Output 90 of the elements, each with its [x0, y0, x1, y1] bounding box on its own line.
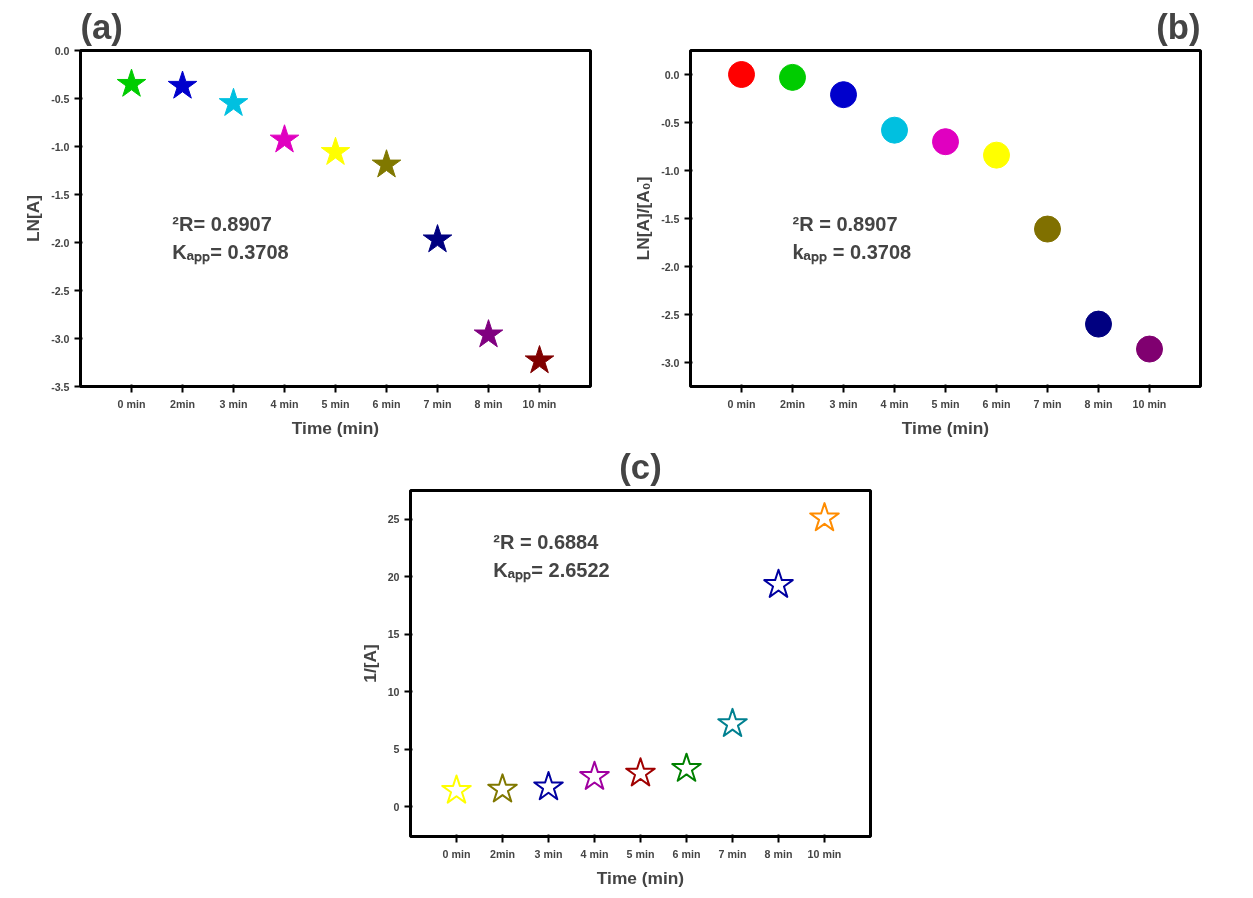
x-tick-label: 6 min [672, 847, 701, 860]
x-tick-label: 4 min [880, 397, 909, 410]
y-tick-label: 15 [387, 628, 400, 641]
x-tick-label: 6 min [982, 397, 1011, 410]
x-tick-label: 0 min [727, 397, 756, 410]
x-tick-label: 2min [490, 847, 515, 860]
point [167, 70, 198, 99]
y-tick-label: -1.5 [661, 212, 680, 225]
x-tick-label: 3 min [829, 397, 858, 410]
y-tick-label: -2.0 [51, 236, 70, 249]
x-tick-label: 7 min [718, 847, 747, 860]
x-tick-label: 4 min [270, 397, 299, 410]
x-tick-label: 10 min [522, 397, 557, 410]
x-tick-label: 3 min [219, 397, 248, 410]
point [717, 707, 748, 737]
y-tick-label: -2.5 [51, 284, 70, 297]
x-tick-label: 8 min [1084, 397, 1113, 410]
y-tick-label: -3.5 [51, 380, 70, 393]
point [779, 63, 806, 91]
point [671, 752, 702, 782]
point [422, 224, 453, 253]
x-tick-label: 4 min [580, 847, 609, 860]
chart-title: (b) [1156, 7, 1201, 46]
y-tick-label: -0.5 [661, 116, 680, 129]
point [116, 68, 147, 97]
x-axis-title: Time (min) [596, 867, 685, 888]
annotation: ²R= 0.8907 [172, 213, 272, 236]
y-tick-label: -3.0 [51, 332, 70, 345]
point [524, 345, 555, 374]
x-tick-label: 0 min [442, 847, 471, 860]
x-tick-label: 2min [780, 397, 805, 410]
annotation: ²R = 0.6884 [493, 530, 600, 553]
y-tick-label: -1.5 [51, 188, 70, 201]
x-tick-label: 5 min [321, 397, 350, 410]
point [473, 319, 504, 348]
x-tick-label: 10 min [807, 847, 842, 860]
point [1034, 215, 1061, 243]
annotation: Kₐₚₚ= 2.6522 [493, 558, 610, 583]
annotation: Kₐₚₚ= 0.3708 [172, 241, 289, 266]
x-tick-label: 10 min [1132, 397, 1167, 410]
x-tick-label: 6 min [372, 397, 401, 410]
x-tick-label: 7 min [1033, 397, 1062, 410]
point [579, 760, 610, 790]
point [728, 61, 755, 88]
y-tick-label: 0 [393, 800, 400, 813]
x-axis-title: Time (min) [291, 417, 380, 438]
x-tick-label: 8 min [474, 397, 503, 410]
point [1136, 335, 1163, 363]
y-tick-label: -2.0 [661, 260, 680, 273]
x-tick-label: 8 min [764, 847, 793, 860]
y-tick-label: -0.5 [51, 92, 70, 105]
x-tick-label: 7 min [423, 397, 452, 410]
annotation: ²R = 0.8907 [792, 213, 898, 236]
x-axis-title: Time (min) [901, 417, 990, 438]
point [983, 141, 1010, 169]
y-tick-label: 10 [387, 685, 400, 698]
y-tick-label: 20 [387, 570, 400, 583]
point [218, 87, 249, 116]
y-axis-title: 1/[A] [359, 644, 380, 683]
y-tick-label: 5 [393, 743, 400, 756]
point [269, 124, 300, 153]
point [881, 116, 908, 144]
point [320, 136, 351, 165]
point [809, 502, 840, 532]
y-tick-label: 0.0 [54, 44, 70, 57]
point [441, 774, 472, 804]
x-tick-label: 5 min [931, 397, 960, 410]
x-tick-label: 2min [170, 397, 195, 410]
y-tick-label: 0.0 [664, 68, 680, 81]
y-axis-title: LN[A]/[A₀] [633, 176, 654, 261]
y-axis-title: LN[A] [23, 194, 44, 243]
point [487, 773, 518, 803]
point [625, 757, 656, 787]
chart-title: (c) [619, 447, 662, 486]
point [533, 771, 564, 801]
annotation: kₐₚₚ = 0.3708 [792, 241, 912, 266]
point [830, 81, 857, 109]
y-tick-label: -1.0 [661, 164, 680, 177]
point [763, 568, 794, 598]
point [371, 149, 402, 178]
point [1085, 310, 1112, 338]
chart-title: (a) [80, 7, 123, 46]
x-tick-label: 3 min [534, 847, 563, 860]
y-tick-label: -1.0 [51, 140, 70, 153]
x-tick-label: 5 min [626, 847, 655, 860]
x-tick-label: 0 min [117, 397, 146, 410]
y-tick-label: -3.0 [661, 356, 680, 369]
y-tick-label: 25 [387, 513, 400, 526]
y-tick-label: -2.5 [661, 308, 680, 321]
point [932, 128, 959, 156]
